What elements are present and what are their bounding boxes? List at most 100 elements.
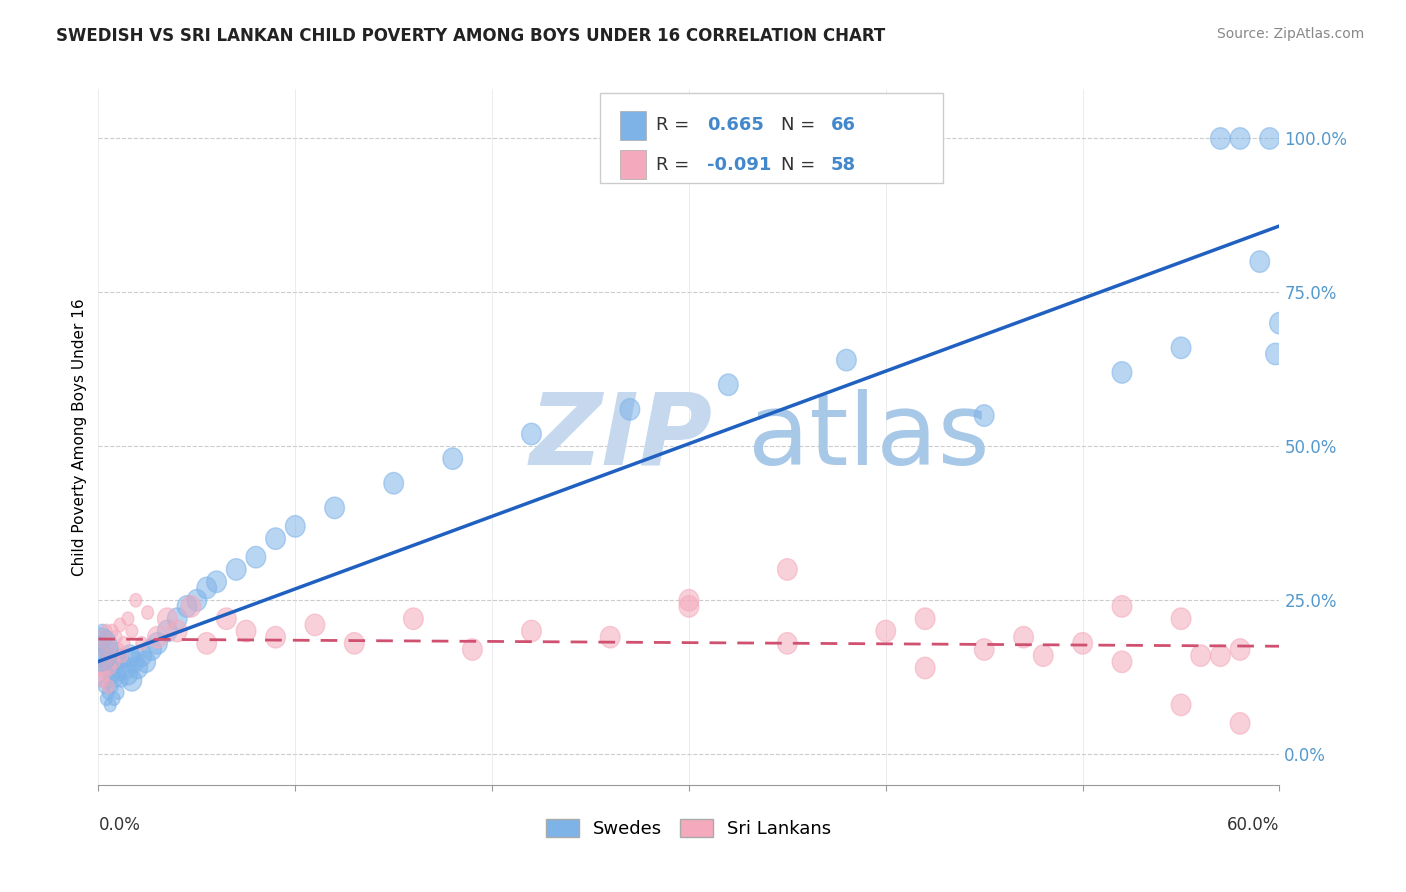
Ellipse shape (94, 661, 107, 674)
Ellipse shape (97, 648, 108, 663)
Text: 66: 66 (831, 116, 856, 135)
FancyBboxPatch shape (600, 93, 943, 183)
Ellipse shape (104, 661, 117, 674)
Ellipse shape (122, 612, 134, 625)
Ellipse shape (94, 637, 107, 650)
Ellipse shape (236, 620, 256, 642)
Ellipse shape (104, 698, 117, 712)
Ellipse shape (266, 626, 285, 648)
Ellipse shape (167, 620, 187, 642)
Ellipse shape (128, 657, 148, 679)
FancyBboxPatch shape (620, 111, 647, 140)
Ellipse shape (1171, 694, 1191, 715)
Ellipse shape (463, 639, 482, 660)
Ellipse shape (1073, 632, 1092, 654)
Ellipse shape (108, 655, 120, 669)
Ellipse shape (148, 626, 167, 648)
Ellipse shape (1230, 128, 1250, 149)
Ellipse shape (266, 528, 285, 549)
Ellipse shape (207, 571, 226, 592)
Text: 0.665: 0.665 (707, 116, 763, 135)
Ellipse shape (108, 692, 120, 706)
Ellipse shape (1171, 608, 1191, 630)
Ellipse shape (974, 639, 994, 660)
Ellipse shape (679, 590, 699, 611)
Ellipse shape (107, 648, 118, 663)
FancyBboxPatch shape (620, 150, 647, 179)
Ellipse shape (118, 637, 129, 650)
Ellipse shape (114, 648, 127, 663)
Ellipse shape (167, 608, 187, 630)
Ellipse shape (600, 626, 620, 648)
Y-axis label: Child Poverty Among Boys Under 16: Child Poverty Among Boys Under 16 (72, 298, 87, 576)
Ellipse shape (915, 608, 935, 630)
Ellipse shape (98, 667, 110, 681)
Ellipse shape (384, 473, 404, 494)
Ellipse shape (305, 614, 325, 636)
Ellipse shape (104, 655, 117, 669)
Ellipse shape (1112, 651, 1132, 673)
Ellipse shape (837, 350, 856, 371)
Text: -0.091: -0.091 (707, 155, 770, 174)
Ellipse shape (112, 643, 124, 657)
Ellipse shape (94, 631, 107, 644)
Ellipse shape (112, 686, 124, 699)
Ellipse shape (98, 655, 110, 669)
Ellipse shape (110, 655, 122, 669)
Ellipse shape (127, 624, 138, 638)
Ellipse shape (974, 405, 994, 426)
Ellipse shape (114, 667, 127, 681)
Ellipse shape (1260, 128, 1279, 149)
Ellipse shape (1265, 343, 1285, 365)
Ellipse shape (118, 664, 138, 685)
Ellipse shape (124, 651, 143, 673)
Text: N =: N = (782, 155, 821, 174)
Ellipse shape (98, 643, 110, 657)
Ellipse shape (187, 590, 207, 611)
Text: ZIP: ZIP (530, 389, 713, 485)
Ellipse shape (778, 632, 797, 654)
Ellipse shape (915, 657, 935, 679)
Text: R =: R = (655, 116, 695, 135)
Ellipse shape (104, 637, 117, 650)
Text: atlas: atlas (748, 389, 990, 485)
Ellipse shape (246, 547, 266, 568)
Ellipse shape (129, 593, 142, 607)
Ellipse shape (103, 648, 114, 663)
Text: 0.0%: 0.0% (98, 816, 141, 834)
Ellipse shape (1270, 312, 1289, 334)
Text: 60.0%: 60.0% (1227, 816, 1279, 834)
Ellipse shape (114, 618, 127, 632)
Ellipse shape (83, 628, 118, 671)
Ellipse shape (344, 632, 364, 654)
Ellipse shape (1191, 645, 1211, 666)
Ellipse shape (181, 596, 201, 617)
Ellipse shape (1112, 361, 1132, 384)
Ellipse shape (1014, 626, 1033, 648)
Text: 58: 58 (831, 155, 856, 174)
Ellipse shape (1033, 645, 1053, 666)
Ellipse shape (148, 632, 167, 654)
Ellipse shape (1230, 713, 1250, 734)
Ellipse shape (107, 661, 118, 674)
Ellipse shape (97, 624, 108, 638)
Ellipse shape (443, 448, 463, 469)
Ellipse shape (217, 608, 236, 630)
Ellipse shape (132, 645, 152, 666)
Ellipse shape (197, 632, 217, 654)
Ellipse shape (1250, 251, 1270, 272)
Ellipse shape (136, 651, 156, 673)
Ellipse shape (157, 620, 177, 642)
Ellipse shape (100, 624, 112, 638)
Ellipse shape (325, 497, 344, 518)
Ellipse shape (117, 648, 128, 663)
Legend: Swedes, Sri Lankans: Swedes, Sri Lankans (538, 812, 839, 846)
Ellipse shape (1112, 596, 1132, 617)
Ellipse shape (876, 620, 896, 642)
Ellipse shape (103, 686, 114, 699)
Ellipse shape (108, 667, 120, 681)
Ellipse shape (118, 655, 129, 669)
Text: SWEDISH VS SRI LANKAN CHILD POVERTY AMONG BOYS UNDER 16 CORRELATION CHART: SWEDISH VS SRI LANKAN CHILD POVERTY AMON… (56, 27, 886, 45)
Ellipse shape (98, 637, 110, 650)
Ellipse shape (1230, 639, 1250, 660)
